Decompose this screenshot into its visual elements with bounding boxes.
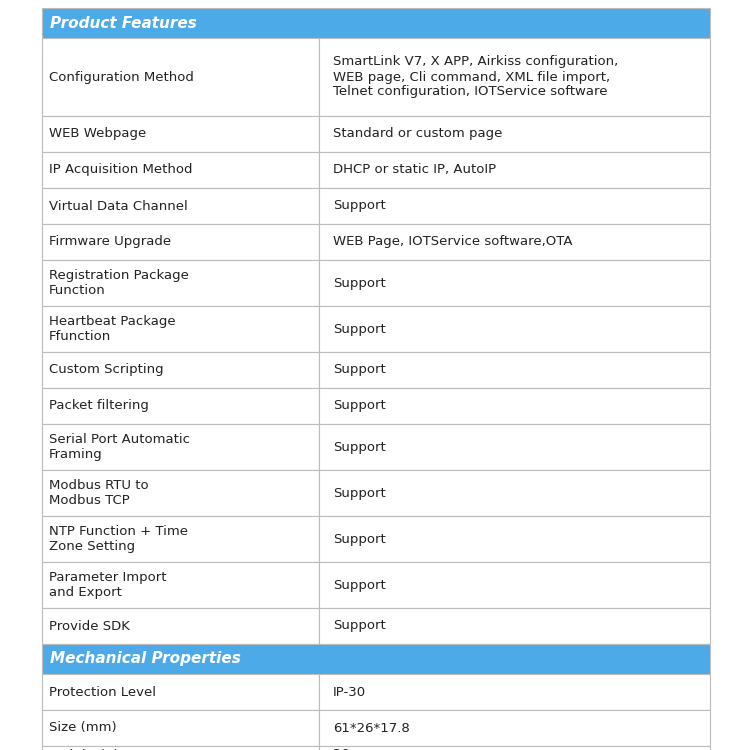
Text: DHCP or static IP, AutoIP: DHCP or static IP, AutoIP	[333, 164, 496, 176]
Bar	[319, 424, 710, 470]
Bar	[42, 8, 710, 38]
Text: Virtual Data Channel: Virtual Data Channel	[49, 200, 188, 212]
Text: Registration Package
Function: Registration Package Function	[49, 269, 189, 297]
Text: WEB Page, IOTService software,OTA: WEB Page, IOTService software,OTA	[333, 236, 572, 248]
Text: Parameter Import
and Export: Parameter Import and Export	[49, 571, 166, 599]
Text: WEB Webpage: WEB Webpage	[49, 128, 146, 140]
Text: Support: Support	[333, 440, 386, 454]
Text: Provide SDK: Provide SDK	[49, 620, 130, 632]
Bar	[42, 562, 319, 608]
Text: 61*26*17.8: 61*26*17.8	[333, 722, 410, 734]
Bar	[42, 116, 319, 152]
Bar	[42, 306, 319, 352]
Text: Support: Support	[333, 532, 386, 545]
Text: Product Features: Product Features	[50, 16, 196, 31]
Text: 20: 20	[333, 748, 350, 750]
Text: Firmware Upgrade: Firmware Upgrade	[49, 236, 171, 248]
Bar	[319, 352, 710, 388]
Bar	[319, 38, 710, 116]
Text: NTP Function + Time
Zone Setting: NTP Function + Time Zone Setting	[49, 525, 188, 553]
Text: Support: Support	[333, 578, 386, 592]
Bar	[319, 260, 710, 306]
Bar	[42, 352, 319, 388]
Text: Support: Support	[333, 322, 386, 335]
Text: Configuration Method: Configuration Method	[49, 70, 194, 83]
Bar	[319, 188, 710, 224]
Text: Standard or custom page: Standard or custom page	[333, 128, 502, 140]
Text: SmartLink V7, X APP, Airkiss configuration,
WEB page, Cli command, XML file impo: SmartLink V7, X APP, Airkiss configurati…	[333, 56, 618, 98]
Text: Support: Support	[333, 620, 386, 632]
Text: Serial Port Automatic
Framing: Serial Port Automatic Framing	[49, 433, 190, 461]
Bar	[42, 388, 319, 424]
Bar	[42, 644, 710, 674]
Bar	[42, 674, 319, 710]
Bar	[42, 424, 319, 470]
Text: Support: Support	[333, 364, 386, 376]
Bar	[42, 38, 319, 116]
Text: Protection Level: Protection Level	[49, 686, 156, 698]
Text: Modbus RTU to
Modbus TCP: Modbus RTU to Modbus TCP	[49, 479, 148, 507]
Bar	[319, 224, 710, 260]
Bar	[319, 562, 710, 608]
Bar	[42, 260, 319, 306]
Bar	[319, 388, 710, 424]
Text: Custom Scripting: Custom Scripting	[49, 364, 164, 376]
Text: IP Acquisition Method: IP Acquisition Method	[49, 164, 193, 176]
Bar	[42, 746, 319, 750]
Text: Support: Support	[333, 487, 386, 500]
Bar	[42, 152, 319, 188]
Text: Support: Support	[333, 400, 386, 412]
Text: Mechanical Properties: Mechanical Properties	[50, 652, 241, 667]
Bar	[319, 152, 710, 188]
Bar	[319, 608, 710, 644]
Bar	[319, 674, 710, 710]
Bar	[42, 470, 319, 516]
Text: Support: Support	[333, 277, 386, 290]
Text: Weight (g): Weight (g)	[49, 748, 118, 750]
Bar	[42, 224, 319, 260]
Bar	[42, 188, 319, 224]
Bar	[42, 8, 710, 38]
Text: Support: Support	[333, 200, 386, 212]
Text: Packet filtering: Packet filtering	[49, 400, 148, 412]
Text: Heartbeat Package
Ffunction: Heartbeat Package Ffunction	[49, 315, 176, 343]
Bar	[319, 516, 710, 562]
Bar	[319, 306, 710, 352]
Bar	[42, 710, 319, 746]
Text: IP-30: IP-30	[333, 686, 366, 698]
Bar	[319, 116, 710, 152]
Bar	[42, 516, 319, 562]
Bar	[319, 746, 710, 750]
Bar	[42, 644, 710, 674]
Text: Size (mm): Size (mm)	[49, 722, 117, 734]
Bar	[319, 710, 710, 746]
Bar	[319, 470, 710, 516]
Bar	[42, 608, 319, 644]
